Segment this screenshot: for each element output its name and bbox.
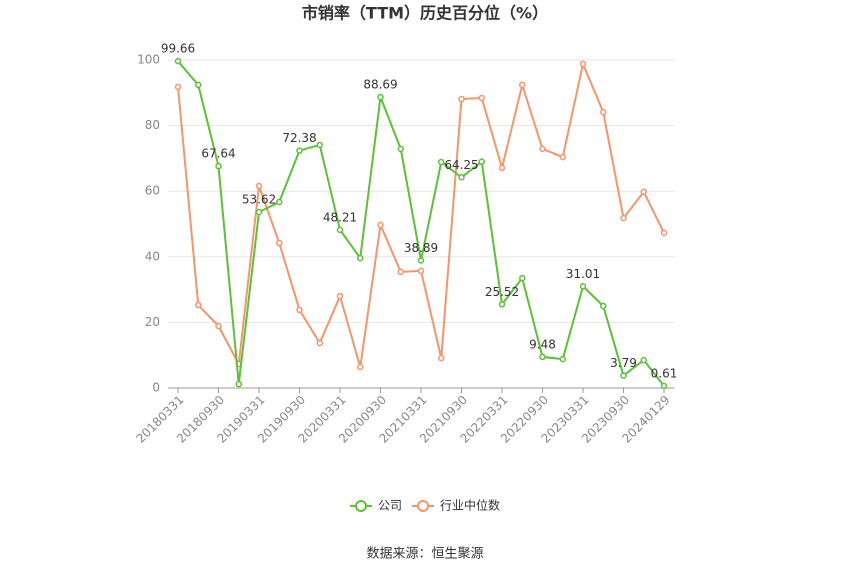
point bbox=[458, 95, 465, 103]
chart-title: 市销率（TTM）历史百分位（%） bbox=[302, 4, 548, 23]
point bbox=[620, 372, 627, 379]
point bbox=[519, 274, 526, 282]
point bbox=[357, 363, 364, 371]
data-label: 48.21 bbox=[323, 210, 357, 224]
point bbox=[660, 229, 668, 237]
point bbox=[579, 60, 587, 68]
point bbox=[174, 83, 182, 91]
point bbox=[640, 356, 647, 364]
point bbox=[600, 302, 607, 310]
point bbox=[478, 94, 485, 102]
data-label: 99.66 bbox=[161, 42, 195, 56]
source: 数据来源：恒生聚源 bbox=[366, 547, 483, 562]
point bbox=[438, 354, 445, 362]
point bbox=[559, 355, 566, 363]
series-line bbox=[177, 60, 665, 368]
point bbox=[195, 81, 202, 89]
point bbox=[316, 339, 323, 347]
legend-marker bbox=[355, 500, 367, 512]
point bbox=[458, 174, 465, 181]
point bbox=[397, 268, 404, 276]
legend-marker bbox=[417, 500, 429, 512]
point bbox=[336, 226, 344, 234]
y-tick-label: 40 bbox=[145, 249, 160, 263]
point bbox=[438, 158, 445, 166]
point bbox=[660, 382, 668, 390]
point bbox=[498, 164, 506, 172]
point bbox=[235, 380, 242, 388]
data-label: 64.25 bbox=[444, 158, 478, 172]
data-label: 3.79 bbox=[610, 356, 637, 370]
data-label: 0.61 bbox=[651, 366, 678, 380]
point bbox=[539, 353, 546, 361]
point bbox=[417, 267, 425, 275]
point bbox=[276, 239, 283, 247]
point bbox=[215, 322, 222, 330]
point bbox=[316, 141, 323, 149]
data-label: 25.52 bbox=[485, 285, 519, 299]
data-label: 72.38 bbox=[282, 131, 316, 145]
y-tick-label: 20 bbox=[145, 315, 160, 329]
y-tick-label: 0 bbox=[152, 381, 160, 395]
data-label: 67.64 bbox=[201, 147, 235, 161]
point bbox=[539, 145, 546, 153]
point bbox=[579, 283, 587, 290]
point bbox=[498, 301, 506, 308]
data-label: 31.01 bbox=[566, 267, 600, 281]
point bbox=[519, 81, 526, 89]
point bbox=[377, 221, 384, 229]
point bbox=[397, 145, 404, 153]
point bbox=[620, 214, 627, 222]
point bbox=[174, 57, 182, 65]
data-label: 38.89 bbox=[404, 241, 438, 255]
point bbox=[478, 158, 485, 165]
point bbox=[417, 257, 425, 264]
legend-label: 公司 bbox=[378, 499, 402, 513]
point bbox=[255, 208, 263, 216]
point bbox=[255, 182, 263, 190]
point bbox=[296, 147, 303, 154]
point bbox=[377, 93, 384, 101]
legend-label: 行业中位数 bbox=[440, 498, 500, 513]
point bbox=[357, 254, 364, 262]
point bbox=[195, 301, 202, 309]
point bbox=[559, 153, 566, 161]
y-tick-label: 100 bbox=[137, 53, 160, 67]
point bbox=[640, 188, 647, 196]
data-label: 53.62 bbox=[242, 193, 276, 207]
point bbox=[336, 292, 344, 300]
series-line bbox=[177, 60, 665, 387]
point bbox=[276, 198, 283, 206]
y-tick-label: 80 bbox=[145, 118, 160, 132]
data-label: 88.69 bbox=[363, 78, 397, 92]
point bbox=[600, 108, 607, 116]
point bbox=[296, 306, 303, 314]
data-label: 9.48 bbox=[529, 337, 556, 351]
point bbox=[215, 162, 222, 170]
y-tick-label: 60 bbox=[145, 184, 160, 198]
